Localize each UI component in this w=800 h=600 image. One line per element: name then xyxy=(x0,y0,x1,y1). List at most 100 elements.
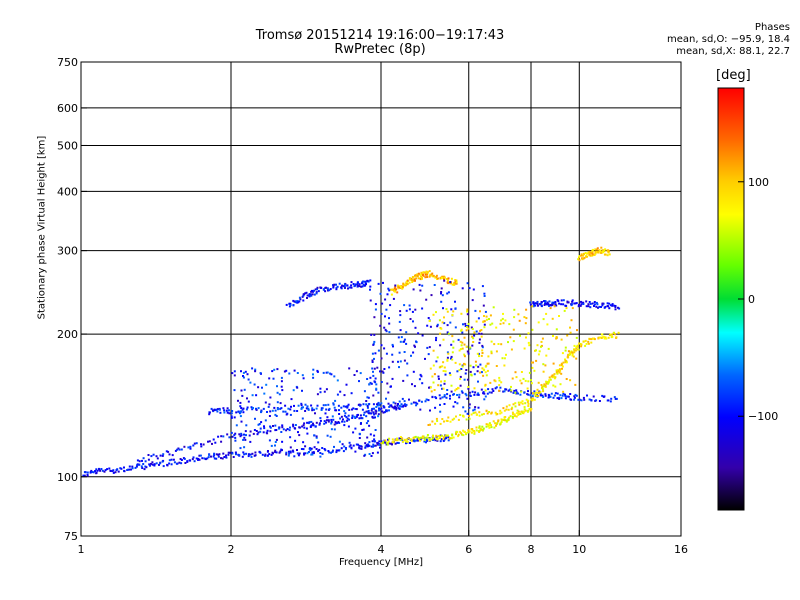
echo-point xyxy=(108,467,111,470)
echo-point xyxy=(306,432,309,435)
echo-point xyxy=(597,337,600,340)
echo-point xyxy=(317,441,320,444)
echo-point xyxy=(92,471,95,474)
echo-point xyxy=(483,392,486,395)
echo-point xyxy=(226,411,229,414)
echo-point xyxy=(266,432,269,435)
echo-point xyxy=(382,281,384,284)
echo-point xyxy=(415,340,417,343)
echo-point xyxy=(460,328,463,331)
echo-point xyxy=(527,399,530,402)
echo-point xyxy=(326,371,329,374)
echo-point xyxy=(564,358,566,361)
echo-point xyxy=(424,357,426,360)
echo-point xyxy=(394,442,397,445)
echo-point xyxy=(245,434,247,437)
echo-point xyxy=(242,411,245,414)
echo-point xyxy=(440,287,443,290)
echo-point xyxy=(388,322,391,325)
echo-point xyxy=(335,451,338,454)
echo-point xyxy=(195,442,198,445)
echo-point xyxy=(218,408,221,411)
echo-point xyxy=(322,371,325,374)
x-tick-label: 8 xyxy=(528,543,535,556)
echo-point xyxy=(554,301,557,303)
data-points xyxy=(82,246,621,477)
echo-point xyxy=(460,390,463,393)
echo-point xyxy=(338,449,341,452)
echo-point xyxy=(410,354,412,357)
echo-point xyxy=(502,390,505,393)
echo-point xyxy=(300,404,303,407)
echo-point xyxy=(203,457,206,460)
echo-point xyxy=(594,252,597,255)
echo-point xyxy=(368,383,371,386)
echo-point xyxy=(396,291,399,294)
echo-point xyxy=(447,352,450,355)
echo-point xyxy=(428,275,431,278)
echo-point xyxy=(242,376,245,379)
echo-point xyxy=(431,375,434,378)
echo-point xyxy=(360,447,363,450)
echo-point xyxy=(469,346,472,349)
echo-point xyxy=(364,445,367,448)
echo-point xyxy=(466,310,468,313)
echo-point xyxy=(370,455,373,457)
echo-point xyxy=(405,281,408,283)
echo-point xyxy=(573,398,576,401)
echo-point xyxy=(428,439,431,442)
echo-point xyxy=(358,432,361,435)
echo-point xyxy=(475,429,478,432)
echo-point xyxy=(556,392,559,395)
echo-point xyxy=(539,394,542,397)
echo-point xyxy=(322,288,325,291)
echo-point xyxy=(527,380,530,383)
echo-point xyxy=(398,285,401,288)
echo-point xyxy=(377,401,380,404)
echo-point xyxy=(238,454,241,457)
echo-point xyxy=(599,336,601,339)
echo-point xyxy=(307,407,310,410)
echo-point xyxy=(428,437,431,440)
echo-point xyxy=(566,395,569,398)
echo-point xyxy=(541,337,544,340)
echo-point xyxy=(477,365,480,368)
echo-point xyxy=(294,424,297,426)
echo-point xyxy=(495,424,497,427)
echo-point xyxy=(610,333,613,336)
echo-point xyxy=(440,438,443,441)
echo-point xyxy=(232,456,235,458)
echo-point xyxy=(369,279,372,282)
echo-point xyxy=(357,284,360,287)
echo-point xyxy=(403,304,406,307)
echo-point xyxy=(525,398,528,401)
echo-point xyxy=(499,412,502,415)
echo-point xyxy=(424,400,427,403)
echo-point xyxy=(385,397,387,400)
echo-point xyxy=(517,401,520,404)
echo-point xyxy=(585,300,588,303)
echo-point xyxy=(523,408,526,411)
echo-point xyxy=(219,411,222,414)
echo-point xyxy=(578,342,581,345)
echo-point xyxy=(222,435,225,438)
echo-point xyxy=(507,418,510,421)
echo-point xyxy=(556,369,559,372)
echo-point xyxy=(361,417,364,420)
echo-point xyxy=(506,419,509,422)
echo-point xyxy=(606,302,609,305)
echo-point xyxy=(208,413,211,416)
echo-point xyxy=(421,277,423,279)
echo-point xyxy=(310,420,313,423)
echo-point xyxy=(609,400,612,403)
echo-point xyxy=(527,341,530,344)
echo-point xyxy=(569,379,572,382)
echo-point xyxy=(512,391,515,394)
echo-point xyxy=(412,279,415,282)
echo-point xyxy=(369,381,372,384)
echo-point xyxy=(539,391,542,394)
echo-point xyxy=(315,421,318,424)
echo-point xyxy=(279,450,282,453)
echo-point xyxy=(264,401,267,404)
echo-point xyxy=(494,380,497,383)
